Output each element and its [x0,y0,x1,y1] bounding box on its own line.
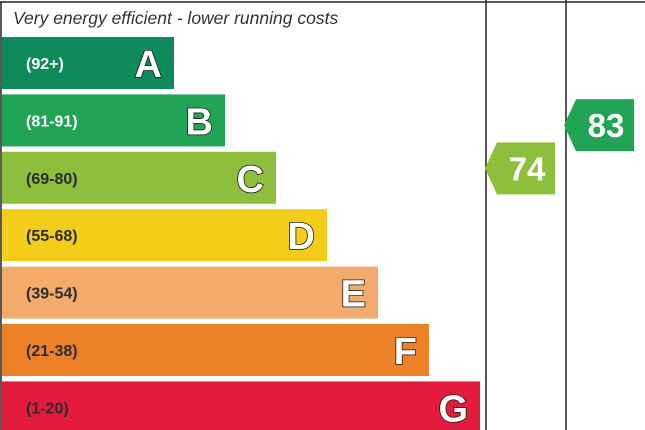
band-f-bar [2,324,429,376]
band-g-letter: G [438,388,468,430]
chart-header: Very energy efficient - lower running co… [13,8,339,28]
band-f-range: (21-38) [26,343,78,360]
rating-potential-value: 83 [588,107,625,144]
band-e-letter: E [341,274,366,316]
band-f-letter: F [394,331,417,373]
band-a-bar [2,37,174,89]
rating-arrows: 74 83 [485,99,634,195]
rating-current-value: 74 [509,150,546,187]
rating-current-arrow [485,142,555,195]
band-b-range: (81-91) [26,113,78,130]
band-e-range: (39-54) [26,286,78,303]
band-b-letter: B [186,101,213,143]
band-g-bar [2,381,480,430]
band-c-range: (69-80) [26,171,78,188]
rating-potential-arrow [564,99,634,152]
band-d-range: (55-68) [26,228,78,245]
band-g-range: (1-20) [26,400,69,417]
band-d-bar [2,209,327,262]
band-a-range: (92+) [26,56,64,73]
band-e-bar [2,266,378,319]
rating-bands: (92+) A (81-91) B (69-80) C (55-68) D (39-54) E (2… [2,37,480,430]
band-b-bar [2,94,225,147]
band-c-letter: C [237,159,264,201]
band-a-letter: A [135,44,162,86]
band-c-bar [2,151,276,204]
band-d-letter: D [288,216,315,258]
